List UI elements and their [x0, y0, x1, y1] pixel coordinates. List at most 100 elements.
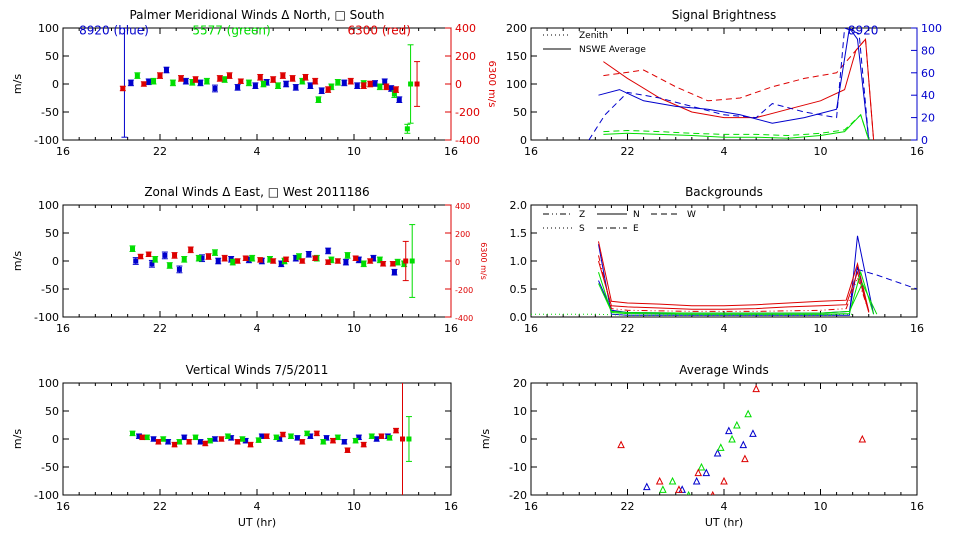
- meridional-marker: [235, 84, 241, 90]
- backgrounds-xtick-label: 10: [814, 322, 828, 335]
- vertical-marker: [307, 433, 313, 439]
- zonal-data-point: [181, 256, 188, 263]
- meridional-marker: [151, 78, 157, 84]
- vertical-data-point: [373, 436, 380, 442]
- average-triangle-marker: [749, 429, 757, 437]
- meridional-data-point: [315, 96, 322, 103]
- meridional-marker: [299, 78, 305, 84]
- meridional-marker: [335, 79, 341, 85]
- zonal-marker: [206, 254, 211, 260]
- meridional-panel: Palmer Meridional Winds Δ North, □ South…: [11, 8, 497, 158]
- zonal-marker: [188, 247, 194, 253]
- meridional-data-point: [140, 81, 147, 87]
- vertical-data-point: [341, 439, 348, 445]
- vertical-data-point: [176, 439, 183, 445]
- zonal-marker: [138, 254, 144, 260]
- vertical-marker: [212, 436, 218, 442]
- vertical-data-point: [155, 439, 162, 445]
- vertical-marker: [280, 432, 286, 438]
- backgrounds-series-line: [598, 282, 878, 315]
- backgrounds-series-line: [598, 255, 870, 312]
- vertical-marker: [243, 438, 249, 444]
- backgrounds-ytick-label: 0.0: [510, 311, 528, 324]
- average-ytick-label: 10: [513, 405, 527, 418]
- zonal-marker: [403, 258, 409, 264]
- average-triangle-marker: [697, 462, 706, 471]
- meridional-data-point: [360, 82, 367, 89]
- vertical-data-point: [307, 433, 314, 439]
- vertical-marker: [202, 440, 208, 446]
- brightness-xtick-label: 10: [814, 145, 828, 158]
- meridional-ytick-label: -100: [34, 134, 59, 147]
- average-data-point: [752, 384, 760, 393]
- brightness-ytick-label: 50: [513, 106, 527, 119]
- meridional-data-point: [275, 82, 282, 89]
- backgrounds-series-line: [598, 260, 870, 313]
- zonal-y2tick-label: 400: [455, 202, 470, 211]
- vertical-data-point: [165, 439, 172, 445]
- average-data-point: [716, 443, 725, 451]
- average-data-point: [642, 482, 651, 491]
- zonal-frame: [62, 204, 452, 318]
- zonal-data-point: [129, 245, 136, 252]
- zonal-marker: [370, 255, 376, 261]
- meridional-data-point: [302, 73, 309, 81]
- zonal-data-point: [145, 251, 152, 258]
- zonal-marker: [181, 256, 187, 262]
- zonal-marker: [361, 261, 367, 267]
- zonal-data-point: [171, 252, 178, 259]
- average-data-point: [744, 409, 752, 418]
- meridional-marker: [391, 91, 397, 97]
- zonal-data-point: [242, 255, 249, 261]
- backgrounds-legend-label: N: [633, 210, 640, 220]
- zonal-marker: [343, 259, 349, 265]
- vertical-marker: [186, 439, 192, 445]
- meridional-ylabel: m/s: [11, 74, 24, 94]
- meridional-data-point: [388, 85, 395, 92]
- vertical-marker: [259, 433, 265, 439]
- zonal-data-point: [352, 255, 359, 261]
- zonal-data-point: [312, 255, 319, 261]
- zonal-marker: [328, 257, 334, 263]
- zonal-plot-area: [129, 224, 416, 298]
- meridional-xtick-label: 10: [347, 145, 361, 158]
- meridional-data-point: [279, 72, 286, 79]
- brightness-y2tick-label: 0: [921, 134, 928, 147]
- zonal-data-point: [257, 257, 264, 263]
- meridional-xtick-label: 16: [444, 145, 458, 158]
- zonal-ytick-label: -50: [41, 283, 59, 296]
- vertical-marker: [314, 430, 320, 436]
- zonal-data-point: [195, 254, 202, 262]
- vertical-marker: [218, 436, 224, 442]
- average-xtick-label: 10: [814, 500, 828, 513]
- meridional-data-point: [157, 72, 163, 79]
- vertical-marker: [193, 434, 199, 440]
- meridional-marker: [312, 78, 318, 84]
- vertical-marker: [225, 433, 231, 439]
- zonal-marker: [267, 256, 273, 262]
- zonal-marker: [167, 262, 173, 268]
- meridional-marker: [170, 80, 176, 86]
- meridional-marker: [341, 80, 347, 86]
- zonal-marker: [391, 269, 397, 275]
- average-ytick-label: 0: [520, 433, 527, 446]
- zonal-ylabel: m/s: [11, 251, 24, 271]
- meridional-data-point: [270, 76, 277, 83]
- zonal-data-point: [391, 268, 398, 276]
- vertical-data-point: [234, 439, 241, 445]
- zonal-marker: [235, 258, 241, 264]
- zonal-marker: [149, 261, 155, 267]
- meridional-data-point: [127, 79, 134, 87]
- vertical-marker: [406, 436, 412, 442]
- average-xtick-label: 22: [621, 500, 635, 513]
- zonal-marker: [196, 255, 202, 261]
- meridional-marker: [367, 81, 373, 87]
- backgrounds-ytick-label: 0.5: [510, 283, 528, 296]
- zonal-marker: [367, 258, 373, 264]
- average-data-point: [739, 440, 748, 449]
- brightness-title: Signal Brightness: [672, 8, 777, 22]
- meridional-data-point: [182, 77, 189, 85]
- meridional-marker: [404, 126, 410, 132]
- zonal-data-point: [342, 258, 349, 266]
- zonal-data-point: [166, 262, 173, 269]
